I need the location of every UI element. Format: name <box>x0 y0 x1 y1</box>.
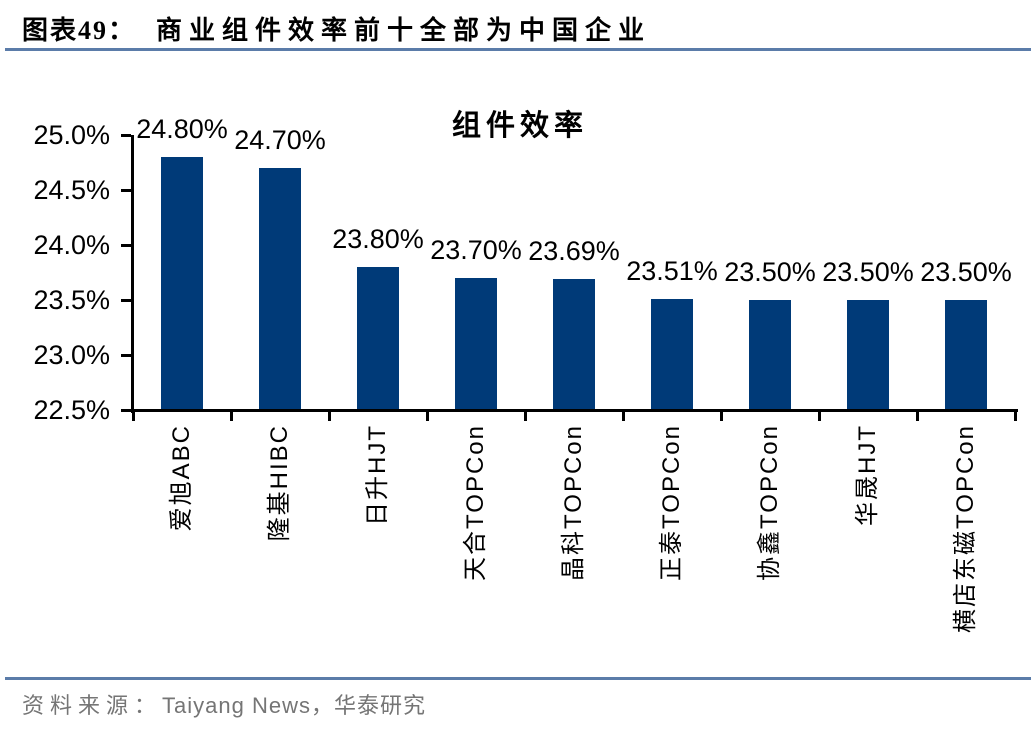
source-prefix: 资料来源： <box>22 693 163 718</box>
x-category-label: 天合TOPCon <box>462 424 489 581</box>
y-tick <box>121 299 131 302</box>
x-category-label: 日升HJT <box>364 424 391 526</box>
chart-title: 组件效率 <box>451 110 588 142</box>
y-tick <box>121 189 131 192</box>
y-tick-label: 24.0% <box>33 230 110 260</box>
bar-value-label: 23.70% <box>430 235 522 265</box>
y-tick <box>121 354 131 357</box>
y-tick-label: 23.0% <box>33 340 110 370</box>
x-tick <box>818 412 821 421</box>
x-tick <box>230 412 233 421</box>
bar-value-label: 24.80% <box>136 114 228 144</box>
x-tick <box>132 412 135 421</box>
source-note: 资料来源：Taiyang News，华泰研究 <box>22 688 426 720</box>
x-category-label: 横店东磁TOPCon <box>952 424 979 633</box>
x-category-label: 隆基HIBC <box>266 424 293 542</box>
x-tick <box>1014 412 1017 421</box>
x-category-label: 爱旭ABC <box>168 424 195 532</box>
bar-value-label: 23.51% <box>626 256 718 286</box>
bar <box>357 267 399 410</box>
x-axis-line <box>131 409 1018 412</box>
source-text: Taiyang News，华泰研究 <box>162 693 426 718</box>
bar <box>161 157 203 410</box>
y-tick-label: 23.5% <box>33 285 110 315</box>
bar-value-label: 23.50% <box>822 257 914 287</box>
bar <box>455 278 497 410</box>
bar <box>651 299 693 410</box>
bar <box>259 168 301 410</box>
y-axis-line <box>131 135 134 413</box>
x-category-label: 晶科TOPCon <box>560 424 587 581</box>
x-tick <box>524 412 527 421</box>
x-category-label: 华晟HJT <box>854 424 881 526</box>
x-tick <box>328 412 331 421</box>
bar <box>945 300 987 410</box>
y-tick-label: 25.0% <box>33 120 110 150</box>
y-tick <box>121 409 131 412</box>
figure-caption: 图表49： 商业组件效率前十全部为中国企业 <box>22 10 651 47</box>
x-tick <box>426 412 429 421</box>
bar-value-label: 24.70% <box>234 125 326 155</box>
x-category-label: 正泰TOPCon <box>658 424 685 581</box>
figure-number: 图表49： <box>22 16 137 45</box>
figure-title: 商业组件效率前十全部为中国企业 <box>156 16 652 45</box>
bar-value-label: 23.69% <box>528 236 620 266</box>
header-rule <box>5 48 1031 51</box>
y-tick <box>121 244 131 247</box>
bar-value-label: 23.50% <box>724 257 816 287</box>
footer-rule <box>5 677 1031 680</box>
y-tick-label: 22.5% <box>33 395 110 425</box>
bar-value-label: 23.80% <box>332 224 424 254</box>
plot-area: 24.80% 24.70% 23.80% 23.70% 23.69% 23.51% 23.5… <box>133 114 1015 410</box>
bar <box>847 300 889 410</box>
y-tick <box>121 134 131 137</box>
bar <box>553 279 595 410</box>
x-category-label: 协鑫TOPCon <box>756 424 783 581</box>
y-tick-label: 24.5% <box>33 175 110 205</box>
bar <box>749 300 791 410</box>
bar-value-label: 23.50% <box>920 257 1012 287</box>
x-tick <box>622 412 625 421</box>
x-tick <box>916 412 919 421</box>
x-tick <box>720 412 723 421</box>
